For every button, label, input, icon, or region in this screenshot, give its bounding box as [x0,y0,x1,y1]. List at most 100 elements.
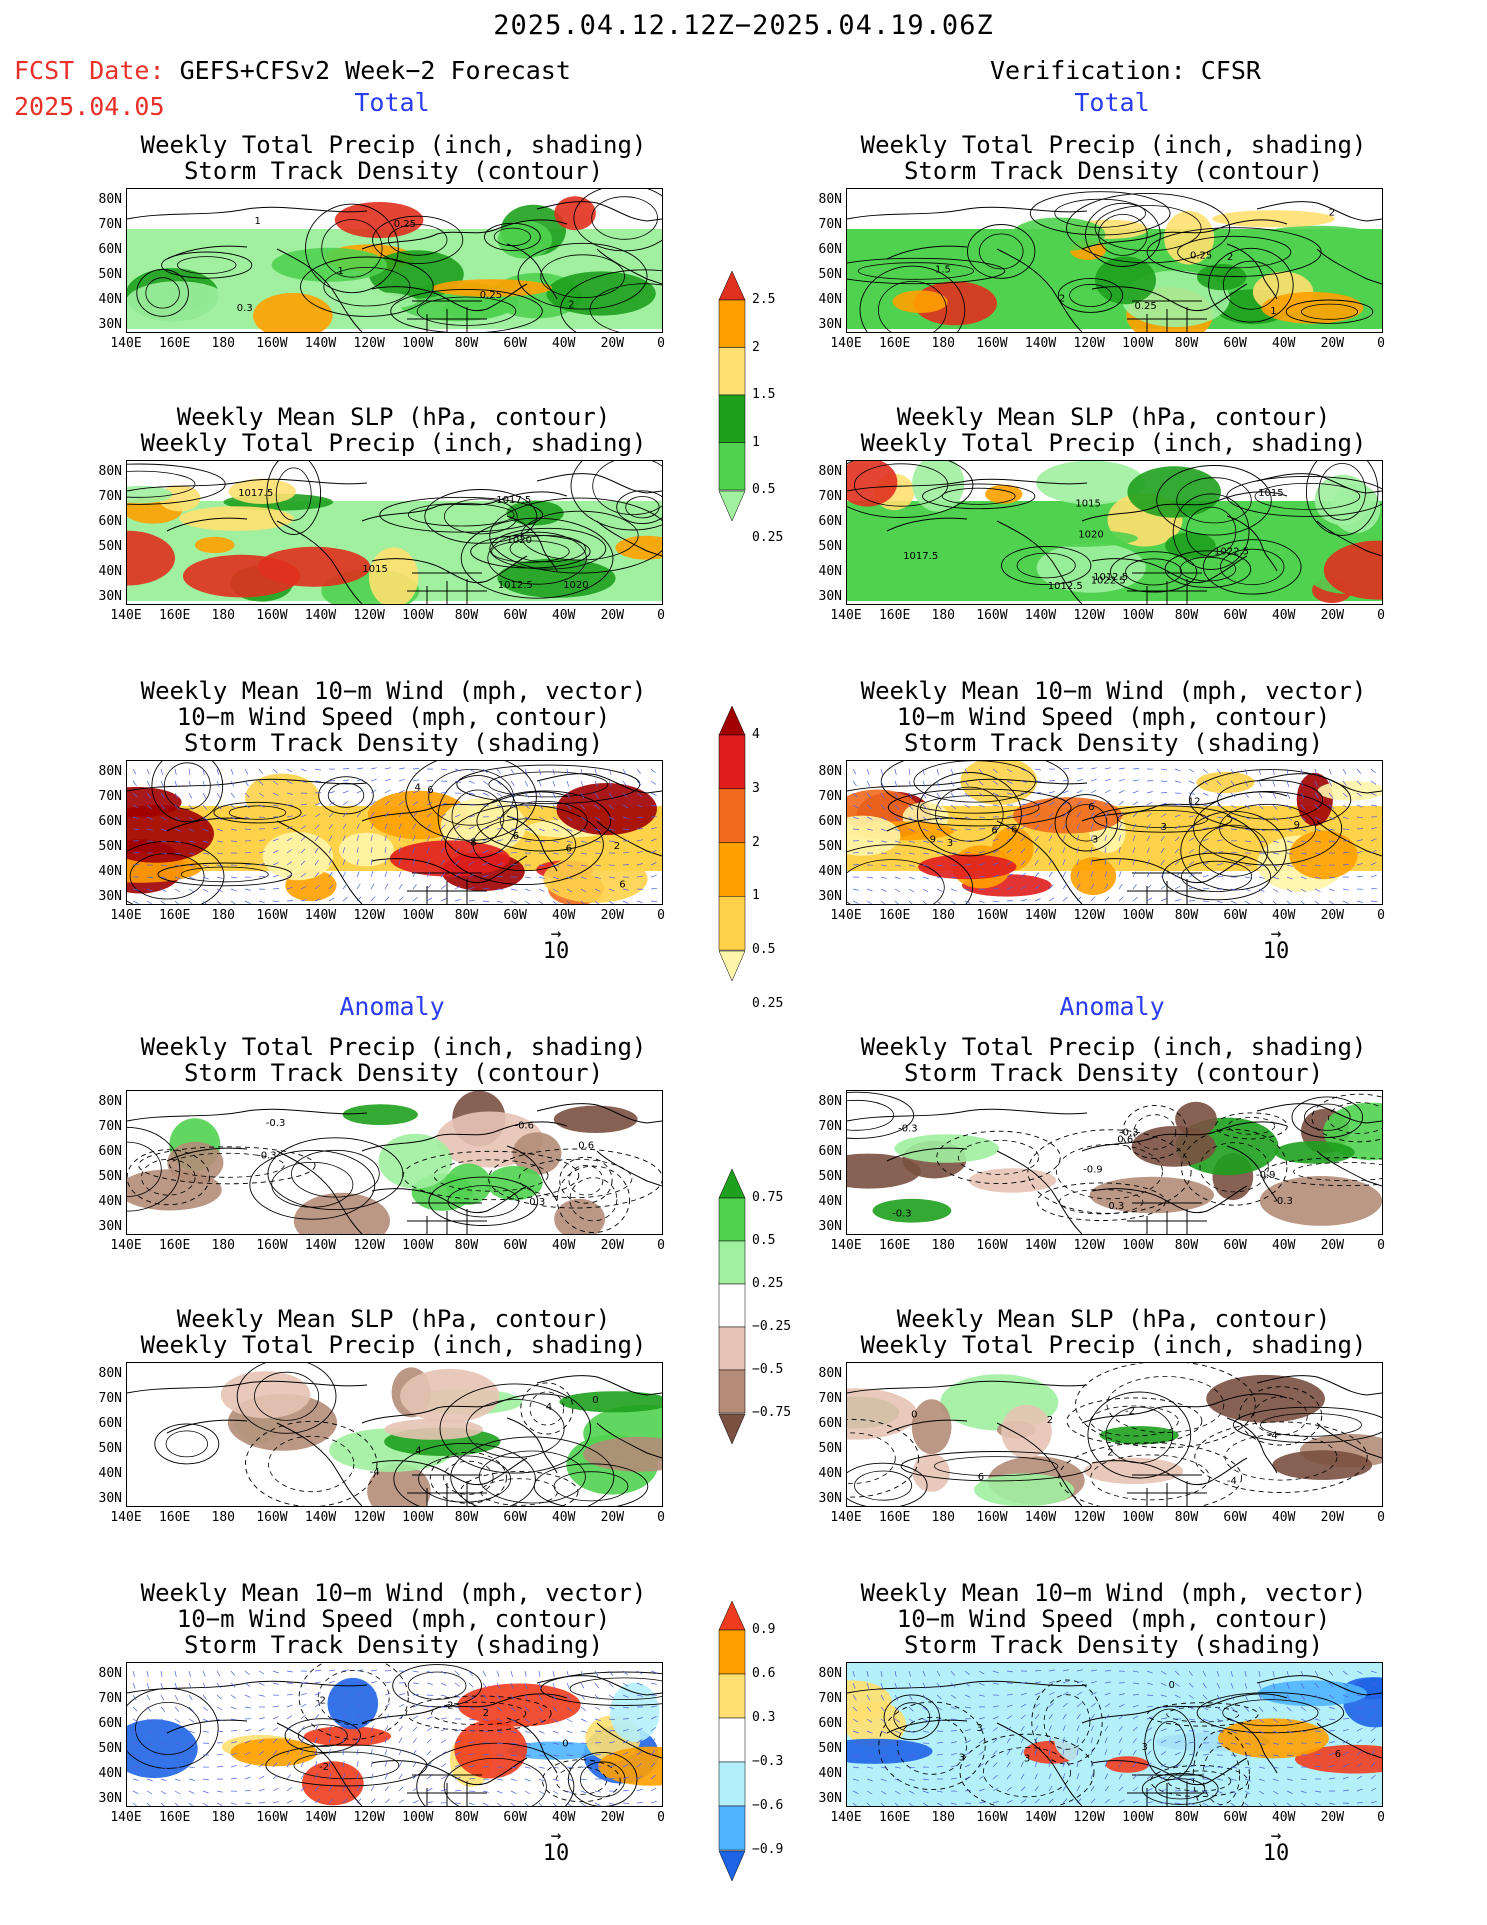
wind-vector [1370,900,1378,902]
wind-vector [1216,1718,1223,1723]
wind-vector [524,780,529,787]
wind-vector [1356,850,1363,854]
wind-vector [552,876,559,880]
contour-line [1172,493,1250,570]
panel-title-line: Weekly Total Precip (inch, shading) [860,1331,1367,1359]
wind-vector [1230,1682,1234,1689]
wind-vector [1188,1706,1195,1710]
wind-vector [412,801,419,806]
contour-line [1222,260,1279,310]
wind-vector [412,779,419,782]
wind-vector [1118,1786,1124,1792]
wind-vector [510,804,517,809]
wind-vector [1034,1798,1040,1804]
wind-vector [188,888,195,893]
wind-vector [216,900,222,904]
shaded-region [1259,1176,1382,1226]
wind-vector [608,1752,615,1756]
wind-vector [258,1694,265,1697]
wind-vector [398,823,402,830]
wind-vector [1286,1670,1290,1677]
wind-vector [1104,1681,1111,1684]
lat-label: 80N [98,1666,122,1681]
lat-label: 40N [818,1466,842,1481]
contour-label: -0.3 [1119,1128,1139,1139]
lat-label: 40N [98,1766,122,1781]
lon-label: 40W [1271,1810,1296,1825]
wind-vector [964,1764,971,1768]
wind-vector [852,1682,856,1689]
wind-vector [412,1749,417,1756]
coastline [506,815,558,872]
contour-label: -0.9 [1256,1170,1276,1181]
wind-vector [398,883,403,890]
wind-vector [1244,1754,1251,1757]
wind-vector [580,1802,587,1806]
wind-vector [300,836,306,842]
wind-vector [1118,767,1125,770]
wind-vector [454,848,460,854]
panel-title-left-2: Weekly Mean 10−m Wind (mph, vector) 10−m … [116,678,671,756]
wind-vector [1202,862,1209,866]
contour-line [1043,1694,1091,1750]
lon-label: 140W [1024,1238,1057,1253]
wind-vector [146,1766,153,1769]
wind-vector [496,1706,502,1712]
wind-vector [552,852,559,855]
contour-line [1090,1405,1179,1437]
wind-vector [1370,1670,1377,1674]
shaded-region [912,1453,950,1492]
wind-vector [160,1802,165,1806]
wind-vector [202,1682,207,1689]
wind-vector [866,828,873,831]
wind-vector [1314,1802,1321,1806]
panel-title-line: Weekly Mean SLP (hPa, contour) [176,403,611,431]
wind-vector [1034,847,1039,854]
lon-label: 20W [600,1810,625,1825]
wind-vector [950,840,958,842]
wind-vector [1104,835,1107,842]
contour-line [1054,794,1119,852]
wind-vector [496,816,503,819]
wind-vector [992,849,999,854]
wind-vector [1174,860,1180,866]
wind-vector [1076,1749,1079,1756]
coastline [536,773,662,794]
wind-vector [650,874,657,878]
wind-vector [1230,1802,1236,1806]
wind-vector [1090,883,1095,890]
shaded-region [334,202,424,238]
contour-line [857,262,975,280]
wind-vector [1062,768,1070,770]
wind-vector [188,1694,193,1701]
contour-line [847,257,1006,285]
wind-vector [1118,1714,1124,1720]
wind-vector [1132,1738,1137,1744]
shaded-region [1054,1713,1117,1765]
colorbar-label: 0.25 [752,995,784,1011]
wind-vector [370,823,374,830]
panel-title-right-4: Weekly Mean SLP (hPa, contour) Weekly Tot… [836,1306,1391,1358]
lon-label: 140W [304,1810,337,1825]
wind-vector [566,1718,573,1723]
wind-vector [1006,1726,1012,1732]
wind-vector [188,1718,195,1723]
wind-vector [524,876,531,879]
wind-vector [1244,816,1251,820]
wind-vector [244,816,251,820]
panel-title-line: Storm Track Density (shading) [183,729,604,757]
wind-vector [482,804,489,807]
wind-vector [1076,1725,1080,1732]
coastline [127,478,368,492]
wind-vector [202,900,207,904]
wind-vector [216,1730,224,1732]
wind-vector [286,1670,293,1673]
wind-vector [258,792,265,797]
lon-label: 60W [503,908,527,923]
wind-vector [1370,862,1377,866]
wind-vector [636,1694,643,1697]
lat-label: 50N [98,539,122,554]
contour-line [136,269,189,317]
colorbar-label: 2.5 [752,292,776,307]
wind-vector [594,1706,601,1711]
